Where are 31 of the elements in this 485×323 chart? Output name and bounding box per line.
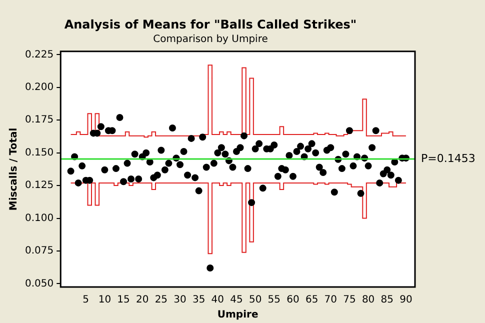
x-tick-label: 5	[82, 294, 90, 306]
x-axis-title: Umpire	[217, 310, 258, 321]
chart-subtitle: Comparison by Umpire	[153, 34, 268, 45]
y-tick-label: 0.150	[24, 147, 54, 158]
y-tick-label: 0.200	[24, 82, 54, 93]
ref-line-label: P=0.1453	[421, 152, 476, 165]
x-tick-label: 85	[380, 294, 394, 306]
y-tick-label: 0.125	[24, 180, 54, 192]
x-tick-label: 45	[230, 294, 243, 306]
x-tick-label: 30	[174, 294, 186, 306]
x-tick-label: 55	[268, 294, 281, 306]
x-tick-label: 50	[248, 294, 262, 306]
chart-title: Analysis of Means for "Balls Called Strikes"	[64, 17, 357, 32]
y-tick-label: 0.100	[24, 212, 54, 224]
y-tick-label: 0.075	[24, 246, 54, 257]
y-tick-label: 0.175	[24, 114, 54, 126]
y-tick-label: 0.050	[24, 278, 54, 290]
x-tick-label: 90	[400, 294, 412, 306]
x-tick-label: 75	[343, 294, 356, 306]
x-tick-label: 25	[154, 294, 168, 306]
x-tick-label: 65	[305, 294, 318, 306]
x-tick-label: 60	[286, 294, 300, 306]
x-tick-label: 80	[362, 294, 375, 306]
y-tick-label: 0.225	[24, 49, 54, 60]
x-tick-label: 40	[211, 294, 224, 306]
x-tick-label: 15	[117, 294, 130, 306]
x-tick-label: 35	[192, 294, 206, 306]
y-axis-title: Miscalls / Total	[8, 128, 20, 211]
x-tick-label: 10	[98, 294, 112, 306]
x-tick-label: 70	[324, 294, 338, 306]
x-tick-label: 20	[136, 294, 149, 306]
